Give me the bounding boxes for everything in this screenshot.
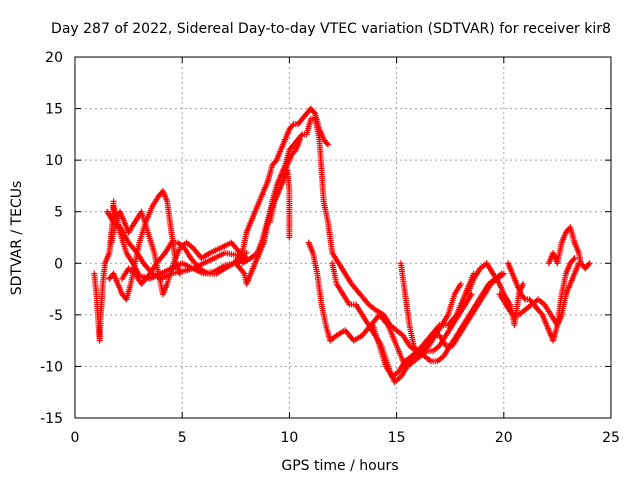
data-point-track-17 xyxy=(571,255,578,262)
data-point-track-8 xyxy=(298,132,305,139)
grid-lines xyxy=(75,57,611,418)
x-tick-label: 0 xyxy=(71,430,80,446)
y-axis-label: SDTVAR / TECUs xyxy=(9,181,25,296)
data-points xyxy=(91,105,593,385)
data-point-track-7 xyxy=(272,158,279,165)
data-point-track-8 xyxy=(240,269,247,276)
y-tick-label: -5 xyxy=(49,308,63,324)
y-tick-label: -15 xyxy=(40,411,63,427)
y-tick-label: 0 xyxy=(54,256,63,272)
x-tick-label: 15 xyxy=(388,430,406,446)
data-point-track-10 xyxy=(286,234,293,241)
y-tick-label: -10 xyxy=(40,359,63,375)
data-point-track-7 xyxy=(323,140,330,147)
data-point-track-17 xyxy=(538,310,545,317)
x-tick-label: 20 xyxy=(495,430,513,446)
x-tick-label: 5 xyxy=(178,430,187,446)
y-tick-label: 20 xyxy=(45,50,63,66)
data-point-track-18 xyxy=(585,261,592,268)
data-point-track-17 xyxy=(570,256,577,263)
axes: 0 5 10 15 20 25 -15 -10 -5 0 5 10 15 20 xyxy=(40,50,620,446)
y-tick-label: 10 xyxy=(45,153,63,169)
y-tick-label: 5 xyxy=(54,205,63,221)
data-point-track-7 xyxy=(324,141,331,148)
data-point-track-11 xyxy=(457,280,464,287)
data-point-track-7 xyxy=(289,122,296,129)
data-point-track-9 xyxy=(291,148,298,155)
y-tick-label: 15 xyxy=(45,102,63,118)
data-point-track-15 xyxy=(500,270,507,277)
chart-title: Day 287 of 2022, Sidereal Day-to-day VTE… xyxy=(51,21,611,37)
data-point-track-17 xyxy=(521,295,528,302)
data-point-track-4 xyxy=(177,270,184,277)
data-point-track-1 xyxy=(110,198,117,205)
data-point-track-9 xyxy=(297,136,304,143)
data-point-track-18 xyxy=(586,260,593,267)
x-tick-label: 25 xyxy=(602,430,620,446)
plot-frame xyxy=(74,56,612,419)
x-axis-label: GPS time / hours xyxy=(281,458,398,474)
data-point-track-19 xyxy=(520,280,527,287)
data-point-track-7 xyxy=(311,109,318,116)
x-tick-label: 10 xyxy=(280,430,298,446)
